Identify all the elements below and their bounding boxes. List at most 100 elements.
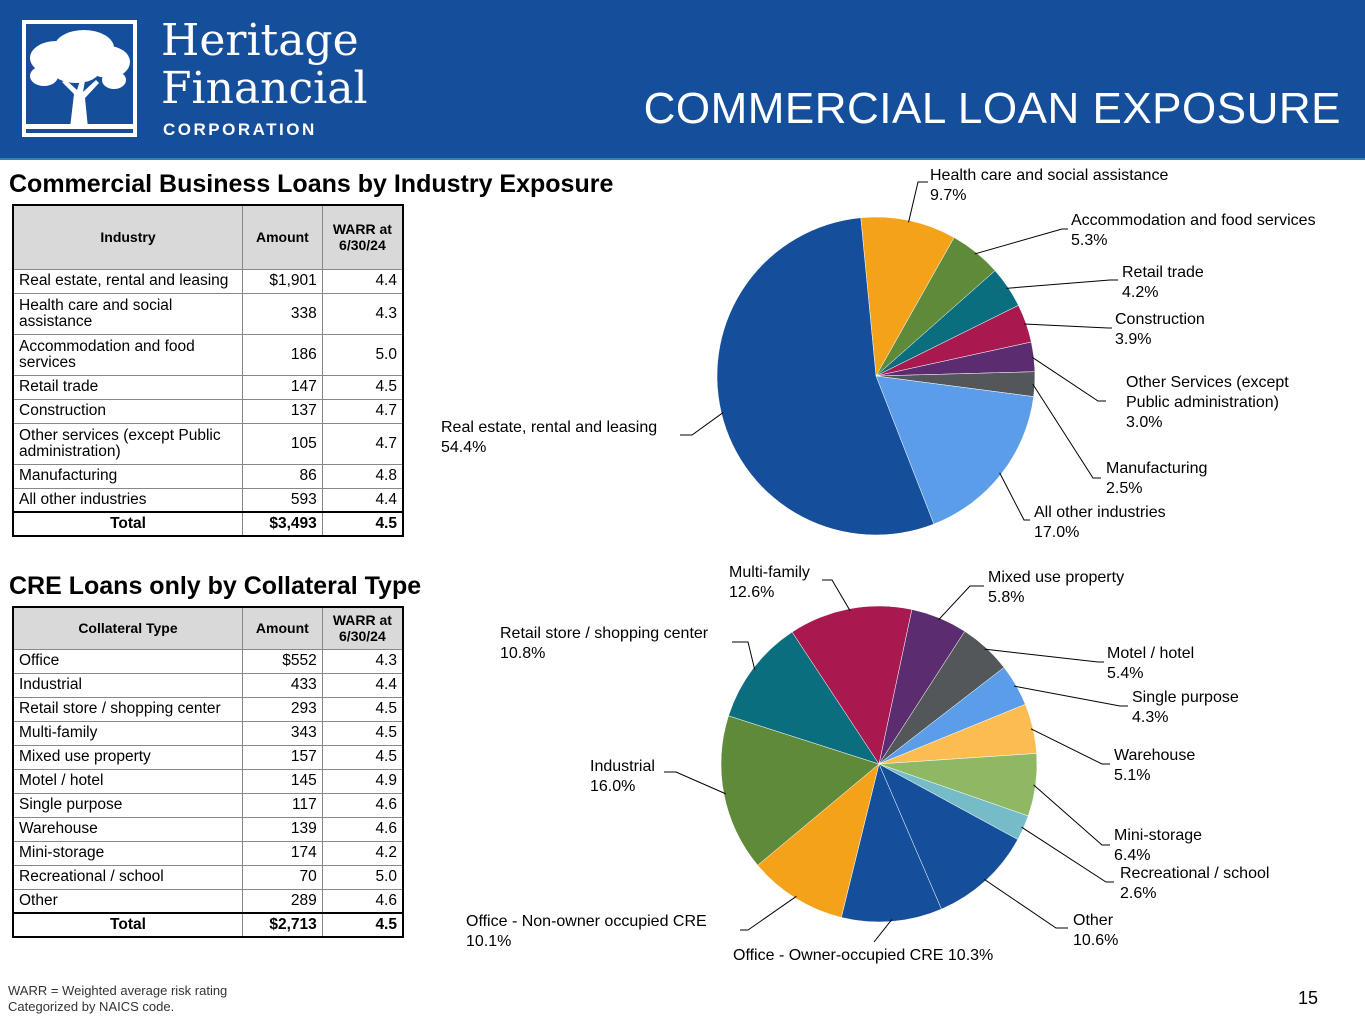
table-cell-amount: 147 [242, 374, 323, 400]
column-header: Amount [242, 204, 323, 270]
slice-label: Other [1073, 912, 1114, 929]
industry-exposure-table: Industry Amount WARR at 6/30/24 Real est… [12, 204, 404, 537]
table-cell-amount: 145 [241, 768, 323, 794]
slice-percent: 17.0% [1034, 524, 1079, 541]
table-cell-label: Warehouse [12, 816, 243, 842]
table-row: Office $552 4.3 [12, 648, 404, 674]
slice-label: Real estate, rental and leasing [441, 419, 657, 436]
brand-name-line2: Financial [161, 63, 368, 114]
slice-percent: 4.3% [1132, 709, 1168, 726]
leader-line [873, 919, 893, 943]
slice-label: Public administration) [1126, 394, 1279, 411]
leader-line [938, 585, 984, 621]
table-row: Health care and social assistance 338 4.3 [12, 292, 404, 335]
table-row: Single purpose 117 4.6 [12, 792, 404, 818]
brand-name-line1: Heritage [161, 15, 359, 66]
table-cell-label: Industrial [12, 672, 243, 698]
table-cell-label: Manufacturing [12, 463, 244, 489]
leader-line [1032, 383, 1101, 479]
slice-percent: 2.5% [1106, 480, 1142, 497]
table-cell-label: Health care and social assistance [12, 292, 244, 335]
table-cell-label: Retail trade [12, 374, 244, 400]
slice-label: Construction [1115, 311, 1205, 328]
leader-line [1014, 685, 1128, 707]
table-total-label: Total [12, 511, 244, 537]
column-header: Collateral Type [12, 606, 243, 650]
slice-percent: 12.6% [729, 584, 774, 601]
table-cell-label: Other [12, 888, 243, 914]
table-cell-warr: 4.6 [321, 888, 404, 914]
logo [22, 20, 137, 137]
table-cell-label: Construction [12, 398, 244, 424]
table-cell-amount: $552 [241, 648, 323, 674]
table-cell-amount: 157 [241, 744, 323, 770]
header-banner: Heritage Financial CORPORATION COMMERCIA… [0, 0, 1365, 160]
slice-percent: 10.8% [500, 645, 545, 662]
slice-percent: 10.1% [466, 933, 511, 950]
collateral-type-table: Collateral Type Amount WARR at 6/30/24 O… [12, 606, 404, 938]
leader-line [983, 878, 1068, 929]
table-cell-warr: 4.5 [321, 744, 404, 770]
slice-percent: 54.4% [441, 439, 486, 456]
table-total-warr: 4.5 [321, 912, 404, 938]
page-number: 15 [1298, 988, 1319, 1008]
footnote-warr: WARR = Weighted average risk rating [8, 983, 228, 998]
pie-slice [716, 217, 935, 536]
slice-percent: 2.6% [1120, 885, 1156, 902]
table-row: Mixed use property 157 4.5 [12, 744, 404, 770]
leader-line [732, 641, 756, 670]
leader-line [740, 895, 797, 931]
table-cell-amount: 186 [242, 333, 323, 376]
table-cell-warr: 4.9 [321, 768, 404, 794]
tree-icon [26, 30, 133, 129]
slice-percent: 3.9% [1115, 331, 1151, 348]
table-cell-amount: 174 [241, 840, 323, 866]
slice-label: Mini-storage [1114, 827, 1202, 844]
leader-line [908, 181, 928, 223]
slice-label: Other Services (except [1126, 374, 1289, 391]
slice-label: Industrial [590, 758, 655, 775]
table-row: Other 289 4.6 [12, 888, 404, 914]
footnote: WARR = Weighted average risk rating Cate… [8, 983, 227, 1015]
brand-name-line3: CORPORATION [163, 120, 317, 139]
table-row: Accommodation and food services 186 5.0 [12, 333, 404, 376]
leader-line [1033, 784, 1110, 846]
table-cell-amount: 293 [241, 696, 323, 722]
slice-label: Retail trade [1122, 264, 1204, 281]
table-total-amount: $2,713 [241, 912, 323, 938]
table-cell-amount: 139 [241, 816, 323, 842]
column-header: Industry [12, 204, 244, 270]
pie-slice [841, 763, 942, 923]
slice-percent: 16.0% [590, 778, 635, 795]
slice-label: Motel / hotel [1107, 645, 1194, 662]
table-cell-warr: 4.2 [321, 840, 404, 866]
slice-label: Mixed use property [988, 569, 1124, 586]
table-row: Industrial 433 4.4 [12, 672, 404, 698]
table-row: Multi-family 343 4.5 [12, 720, 404, 746]
table-total-amount: $3,493 [242, 511, 323, 537]
section-title-industry: Commercial Business Loans by Industry Ex… [9, 170, 614, 198]
leader-line [680, 412, 724, 436]
table-row: Motel / hotel 145 4.9 [12, 768, 404, 794]
table-cell-label: Multi-family [12, 720, 243, 746]
table-cell-warr: 4.5 [321, 696, 404, 722]
table-row: Manufacturing 86 4.8 [12, 463, 404, 489]
table-cell-amount: 338 [242, 292, 323, 335]
slice-percent: 10.6% [1073, 932, 1118, 949]
slice-label: Multi-family [729, 564, 810, 581]
slice-percent: 3.0% [1126, 414, 1162, 431]
table-cell-amount: 343 [241, 720, 323, 746]
leader-line [984, 648, 1104, 663]
slice-percent: Office - Owner-occupied CRE 10.3% [733, 947, 993, 964]
leader-line [664, 771, 727, 795]
pie-slice [757, 763, 880, 918]
table-cell-amount: 433 [241, 672, 323, 698]
slice-percent: 5.4% [1107, 665, 1143, 682]
leader-line [822, 579, 851, 611]
table-cell-warr: 4.5 [321, 720, 404, 746]
slice-label: Single purpose [1132, 689, 1239, 706]
slice-label: Recreational / school [1120, 865, 1269, 882]
slice-percent: 5.8% [988, 589, 1024, 606]
table-cell-label: Other services (except Public administra… [12, 422, 244, 465]
leader-line [1030, 728, 1110, 765]
